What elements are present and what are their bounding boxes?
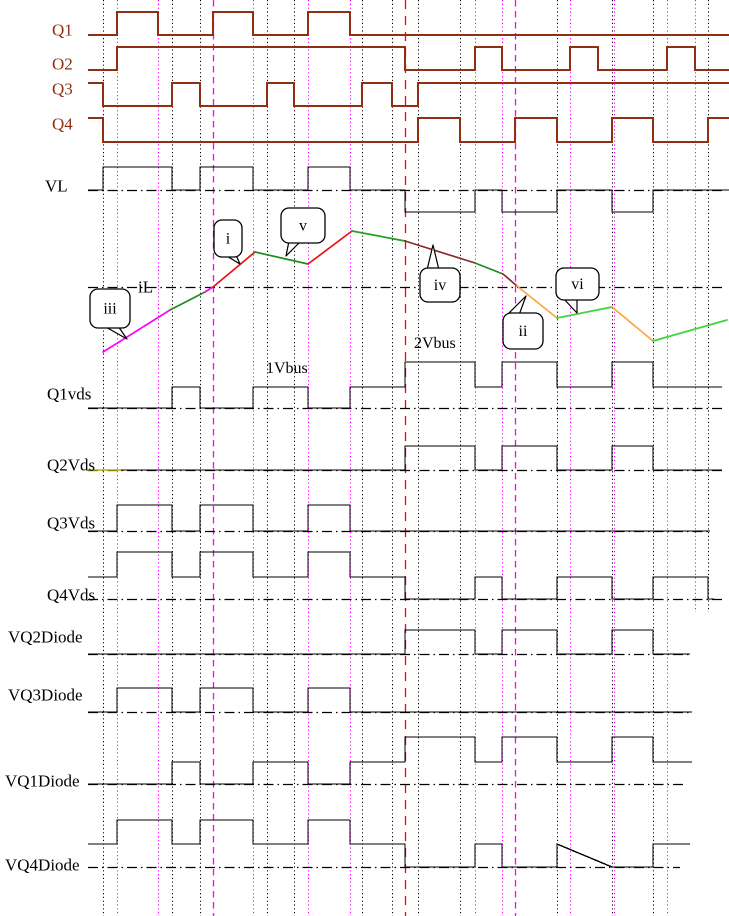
il-curve-segment-0	[102, 309, 171, 353]
row-label-vl: VL	[45, 176, 68, 196]
callout-label-iv: iv	[434, 277, 446, 294]
row-label-q4: Q4	[52, 114, 73, 134]
waveform-q2vds	[88, 445, 722, 471]
callout-bubble-iv	[419, 267, 461, 303]
waveform-vq2diode	[88, 629, 690, 655]
il-curve-segment-8	[474, 262, 504, 275]
callout-bubble-i	[213, 219, 243, 258]
row-label-q4vds: Q4Vds	[47, 585, 96, 605]
il-curve-segment-7	[404, 240, 476, 264]
annotation-2vbus: 2Vbus	[414, 335, 456, 352]
il-curve-segment-11	[556, 306, 613, 319]
callout-label-i: i	[226, 231, 231, 248]
waveform-q1vds	[88, 361, 722, 409]
annotation-1vbus: 1Vbus	[266, 360, 308, 377]
callout-label-vi: vi	[571, 276, 584, 293]
row-label-q1vds: Q1vds	[47, 384, 92, 404]
il-curve-segment-6	[351, 230, 406, 242]
row-label-vq1diode: VQ1Diode	[5, 771, 80, 791]
waveform-vq3diode	[88, 687, 692, 713]
il-curve-segment-12	[611, 306, 654, 342]
waveform-vl	[88, 166, 729, 213]
callout-label-v: v	[299, 218, 307, 235]
il-curve-segment-1	[169, 291, 206, 311]
waveform-q1	[88, 11, 729, 36]
il-curve-segment-2	[204, 286, 214, 293]
callout-label-iii: iii	[103, 301, 117, 318]
row-label-q3: Q3	[52, 79, 73, 99]
waveform-q4vds	[88, 551, 714, 600]
row-label-vq4diode: VQ4Diode	[5, 855, 80, 875]
callout-bubble-iii	[89, 288, 131, 329]
waveform-q3vds	[88, 504, 710, 532]
row-label-il: iL	[138, 277, 154, 297]
waveform-q4	[88, 117, 729, 143]
callout-label-ii: ii	[519, 323, 528, 340]
callout-bubble-vi	[555, 267, 600, 301]
waveform-vq4diode	[88, 819, 690, 868]
row-label-vq2diode: VQ2Diode	[8, 627, 83, 647]
row-label-vq3diode: VQ3Diode	[8, 685, 83, 705]
waveform-q3	[88, 82, 729, 107]
row-label-q2vds: Q2Vds	[47, 455, 96, 475]
il-curve-segment-3	[212, 251, 256, 288]
waveform-vq1diode	[88, 736, 692, 785]
waveform-o2	[88, 46, 729, 71]
il-curve-segment-13	[652, 319, 728, 342]
row-label-o2: O2	[52, 54, 73, 74]
il-curve-segment-4	[254, 251, 309, 265]
callout-bubble-v	[280, 207, 326, 244]
row-label-q1: Q1	[52, 20, 73, 40]
callout-bubble-ii	[502, 312, 544, 350]
callout-tail-ii	[506, 295, 527, 316]
il-curve-segment-9	[502, 273, 518, 287]
il-curve-segment-5	[307, 230, 353, 265]
il-curve-segment-10	[516, 285, 558, 319]
row-label-q3vds: Q3Vds	[47, 513, 96, 533]
